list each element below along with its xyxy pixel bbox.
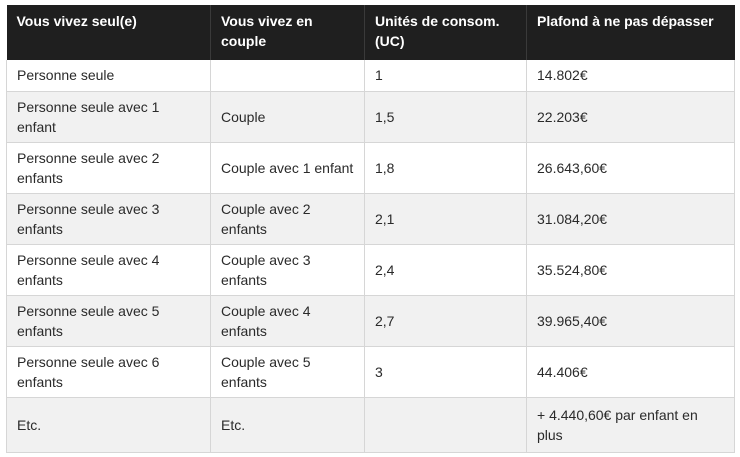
cell-living-alone: Personne seule avec 6 enfants <box>6 346 211 398</box>
table-row: Personne seule avec 5 enfants Couple ave… <box>6 295 735 347</box>
cell-ceiling: 22.203€ <box>526 91 735 143</box>
cell-ceiling: 39.965,40€ <box>526 295 735 347</box>
cell-living-alone: Personne seule avec 2 enfants <box>6 142 211 194</box>
table-row: Personne seule avec 6 enfants Couple ave… <box>6 346 735 398</box>
cell-consumption-units <box>364 397 527 453</box>
cell-ceiling: 31.084,20€ <box>526 193 735 245</box>
cell-living-couple: Couple avec 3 enfants <box>210 244 365 296</box>
header-ceiling: Plafond à ne pas dépasser <box>526 5 735 60</box>
cell-living-alone: Personne seule avec 3 enfants <box>6 193 211 245</box>
header-living-couple: Vous vivez en couple <box>210 5 365 60</box>
table-header: Vous vivez seul(e) Vous vivez en couple … <box>6 5 735 60</box>
cell-living-couple <box>210 60 365 92</box>
cell-living-couple: Etc. <box>210 397 365 453</box>
header-consumption-units: Unités de consom. (UC) <box>364 5 527 60</box>
table-row: Personne seule avec 1 enfant Couple 1,5 … <box>6 91 735 143</box>
header-row: Vous vivez seul(e) Vous vivez en couple … <box>6 5 735 60</box>
table-row: Personne seule 1 14.802€ <box>6 60 735 92</box>
cell-consumption-units: 3 <box>364 346 527 398</box>
cell-living-couple: Couple avec 2 enfants <box>210 193 365 245</box>
header-living-alone: Vous vivez seul(e) <box>6 5 211 60</box>
table-row: Personne seule avec 3 enfants Couple ave… <box>6 193 735 245</box>
cell-living-alone: Personne seule avec 5 enfants <box>6 295 211 347</box>
cell-living-couple: Couple avec 5 enfants <box>210 346 365 398</box>
cell-ceiling: 35.524,80€ <box>526 244 735 296</box>
cell-living-couple: Couple avec 1 enfant <box>210 142 365 194</box>
cell-consumption-units: 2,1 <box>364 193 527 245</box>
cell-living-alone: Etc. <box>6 397 211 453</box>
cell-living-alone: Personne seule avec 1 enfant <box>6 91 211 143</box>
table-row: Personne seule avec 4 enfants Couple ave… <box>6 244 735 296</box>
cell-living-alone: Personne seule <box>6 60 211 92</box>
cell-consumption-units: 2,7 <box>364 295 527 347</box>
cell-ceiling: 44.406€ <box>526 346 735 398</box>
cell-consumption-units: 1,8 <box>364 142 527 194</box>
cell-living-couple: Couple avec 4 enfants <box>210 295 365 347</box>
cell-ceiling: 14.802€ <box>526 60 735 92</box>
table-body: Personne seule 1 14.802€ Personne seule … <box>6 60 735 453</box>
table-row: Etc. Etc. + 4.440,60€ par enfant en plus <box>6 397 735 453</box>
cell-consumption-units: 2,4 <box>364 244 527 296</box>
cell-living-alone: Personne seule avec 4 enfants <box>6 244 211 296</box>
cell-consumption-units: 1 <box>364 60 527 92</box>
cell-living-couple: Couple <box>210 91 365 143</box>
income-ceiling-table: Vous vivez seul(e) Vous vivez en couple … <box>6 5 735 453</box>
cell-ceiling: + 4.440,60€ par enfant en plus <box>526 397 735 453</box>
cell-consumption-units: 1,5 <box>364 91 527 143</box>
table-row: Personne seule avec 2 enfants Couple ave… <box>6 142 735 194</box>
cell-ceiling: 26.643,60€ <box>526 142 735 194</box>
